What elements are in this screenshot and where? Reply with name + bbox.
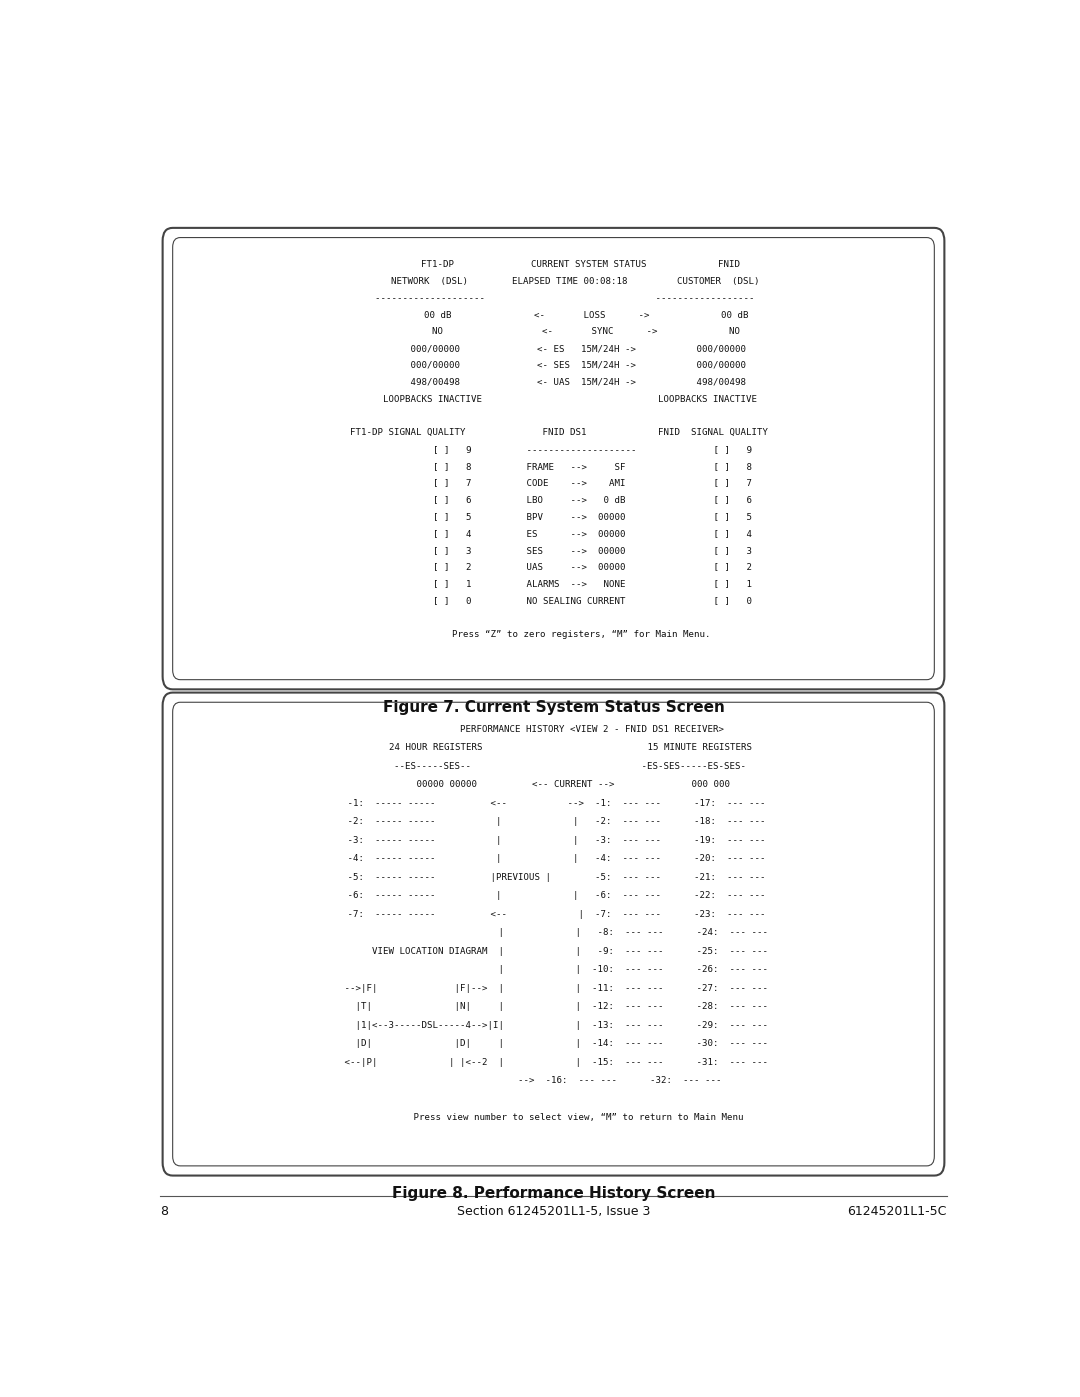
- Text: [ ]   3          SES     -->  00000                [ ]   3: [ ] 3 SES --> 00000 [ ] 3: [355, 546, 752, 555]
- Text: [ ]   5          BPV     -->  00000                [ ]   5: [ ] 5 BPV --> 00000 [ ] 5: [355, 513, 752, 521]
- Text: -4:  ----- -----           |             |   -4:  --- ---      -20:  --- ---: -4: ----- ----- | | -4: --- --- -20: ---…: [341, 855, 766, 863]
- Text: [ ]   2          UAS     -->  00000                [ ]   2: [ ] 2 UAS --> 00000 [ ] 2: [355, 563, 752, 571]
- Text: -5:  ----- -----          |PREVIOUS |        -5:  --- ---      -21:  --- ---: -5: ----- ----- |PREVIOUS | -5: --- --- …: [341, 873, 766, 882]
- Text: Section 61245201L1-5, Issue 3: Section 61245201L1-5, Issue 3: [457, 1204, 650, 1218]
- Text: [ ]   9          --------------------              [ ]   9: [ ] 9 -------------------- [ ] 9: [355, 444, 752, 454]
- Text: <--|P|             | |<--2  |             |  -15:  --- ---      -31:  --- ---: <--|P| | |<--2 | | -15: --- --- -31: ---…: [339, 1058, 768, 1067]
- Text: NETWORK  (DSL)        ELAPSED TIME 00:08:18         CUSTOMER  (DSL): NETWORK (DSL) ELAPSED TIME 00:08:18 CUST…: [348, 277, 759, 286]
- Text: |D|               |D|     |             |  -14:  --- ---      -30:  --- ---: |D| |D| | | -14: --- --- -30: --- ---: [339, 1039, 768, 1048]
- Text: [ ]   4          ES      -->  00000                [ ]   4: [ ] 4 ES --> 00000 [ ] 4: [355, 529, 752, 538]
- Text: 00 dB               <-       LOSS      ->             00 dB: 00 dB <- LOSS -> 00 dB: [359, 310, 748, 320]
- Text: |T|               |N|     |             |  -12:  --- ---      -28:  --- ---: |T| |N| | | -12: --- --- -28: --- ---: [339, 1003, 768, 1011]
- Text: -->|F|              |F|-->  |             |  -11:  --- ---      -27:  --- ---: -->|F| |F|--> | | -11: --- --- -27: --- …: [339, 983, 768, 993]
- Text: FT1-DP              CURRENT SYSTEM STATUS             FNID: FT1-DP CURRENT SYSTEM STATUS FNID: [366, 260, 741, 270]
- Text: 61245201L1-5C: 61245201L1-5C: [848, 1204, 947, 1218]
- Text: Press view number to select view, “M” to return to Main Menu: Press view number to select view, “M” to…: [364, 1113, 743, 1122]
- Text: -7:  ----- -----          <--             |  -7:  --- ---      -23:  --- ---: -7: ----- ----- <-- | -7: --- --- -23: -…: [341, 909, 766, 919]
- Text: 24 HOUR REGISTERS                              15 MINUTE REGISTERS: 24 HOUR REGISTERS 15 MINUTE REGISTERS: [355, 743, 752, 753]
- Text: [ ]   1          ALARMS  -->   NONE                [ ]   1: [ ] 1 ALARMS --> NONE [ ] 1: [355, 580, 752, 588]
- Text: [ ]   7          CODE    -->    AMI                [ ]   7: [ ] 7 CODE --> AMI [ ] 7: [355, 479, 752, 488]
- Text: --------------------                               ------------------: -------------------- ------------------: [353, 293, 754, 303]
- Text: PERFORMANCE HISTORY <VIEW 2 - FNID DS1 RECEIVER>: PERFORMANCE HISTORY <VIEW 2 - FNID DS1 R…: [383, 725, 724, 733]
- Text: [ ]   6          LBO     -->   0 dB                [ ]   6: [ ] 6 LBO --> 0 dB [ ] 6: [355, 496, 752, 504]
- Text: LOOPBACKS INACTIVE                                LOOPBACKS INACTIVE: LOOPBACKS INACTIVE LOOPBACKS INACTIVE: [350, 394, 757, 404]
- Text: |             |  -10:  --- ---      -26:  --- ---: | | -10: --- --- -26: --- ---: [339, 965, 768, 974]
- FancyBboxPatch shape: [163, 693, 944, 1175]
- Text: VIEW LOCATION DIAGRAM  |             |   -9:  --- ---      -25:  --- ---: VIEW LOCATION DIAGRAM | | -9: --- --- -2…: [339, 947, 768, 956]
- Text: Press “Z” to zero registers, “M” for Main Menu.: Press “Z” to zero registers, “M” for Mai…: [396, 630, 711, 638]
- FancyBboxPatch shape: [163, 228, 944, 689]
- Text: |             |   -8:  --- ---      -24:  --- ---: | | -8: --- --- -24: --- ---: [339, 929, 768, 937]
- Text: -6:  ----- -----           |             |   -6:  --- ---      -22:  --- ---: -6: ----- ----- | | -6: --- --- -22: ---…: [341, 891, 766, 900]
- Text: -1:  ----- -----          <--           -->  -1:  --- ---      -17:  --- ---: -1: ----- ----- <-- --> -1: --- --- -17:…: [341, 799, 766, 807]
- Text: -2:  ----- -----           |             |   -2:  --- ---      -18:  --- ---: -2: ----- ----- | | -2: --- --- -18: ---…: [341, 817, 766, 827]
- Text: 00000 00000          <-- CURRENT -->              000 000: 00000 00000 <-- CURRENT --> 000 000: [378, 781, 729, 789]
- Text: 000/00000              <- SES  15M/24H ->           000/00000: 000/00000 <- SES 15M/24H -> 000/00000: [361, 360, 746, 370]
- Text: FT1-DP SIGNAL QUALITY              FNID DS1             FNID  SIGNAL QUALITY: FT1-DP SIGNAL QUALITY FNID DS1 FNID SIGN…: [339, 427, 768, 437]
- Text: 000/00000              <- ES   15M/24H ->           000/00000: 000/00000 <- ES 15M/24H -> 000/00000: [361, 344, 746, 353]
- Text: Figure 7. Current System Status Screen: Figure 7. Current System Status Screen: [382, 700, 725, 715]
- Text: --ES-----SES--                               -ES-SES-----ES-SES-: --ES-----SES-- -ES-SES-----ES-SES-: [361, 761, 746, 771]
- Text: [ ]   0          NO SEALING CURRENT                [ ]   0: [ ] 0 NO SEALING CURRENT [ ] 0: [355, 597, 752, 605]
- Text: Figure 8. Performance History Screen: Figure 8. Performance History Screen: [392, 1186, 715, 1201]
- Text: 498/00498              <- UAS  15M/24H ->           498/00498: 498/00498 <- UAS 15M/24H -> 498/00498: [361, 377, 746, 387]
- Text: -3:  ----- -----           |             |   -3:  --- ---      -19:  --- ---: -3: ----- ----- | | -3: --- --- -19: ---…: [341, 835, 766, 845]
- Text: NO                  <-       SYNC      ->             NO: NO <- SYNC -> NO: [366, 327, 741, 337]
- Text: -->  -16:  --- ---      -32:  --- ---: --> -16: --- --- -32: --- ---: [386, 1076, 721, 1085]
- Text: 8: 8: [160, 1204, 168, 1218]
- Text: |1|<--3-----DSL-----4-->|I|             |  -13:  --- ---      -29:  --- ---: |1|<--3-----DSL-----4-->|I| | -13: --- -…: [339, 1021, 768, 1030]
- Text: [ ]   8          FRAME   -->     SF                [ ]   8: [ ] 8 FRAME --> SF [ ] 8: [355, 462, 752, 471]
